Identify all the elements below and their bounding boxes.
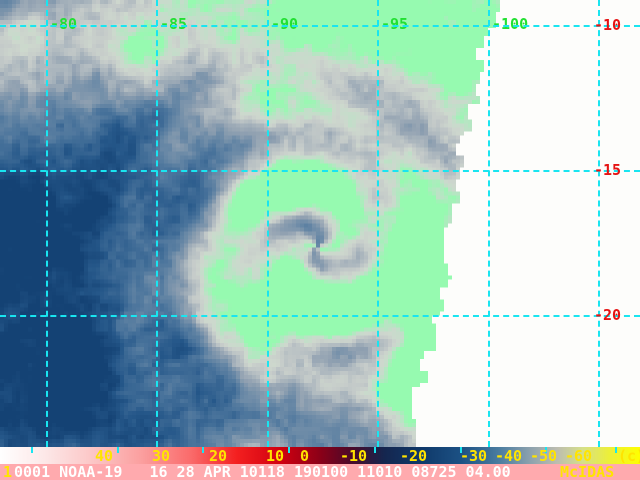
- metadata-footer: 1 0001 NOAA-19 16 28 APR 10118 190100 11…: [0, 464, 640, 480]
- colorbar-tick-3: [288, 447, 290, 453]
- colorbar-label-9: -50: [530, 447, 558, 465]
- footer-brand-label: McIDAS: [560, 463, 615, 480]
- colorbar-label-8: -40: [495, 447, 523, 465]
- colorbar-tick-1: [117, 447, 119, 453]
- color-scale-gradient: [0, 447, 640, 464]
- satellite-raster: [0, 0, 640, 447]
- colorbar-tick-5: [460, 447, 462, 453]
- colorbar-label-7: -30: [460, 447, 488, 465]
- colorbar-label-2: 20: [209, 447, 228, 465]
- colorbar-label-3: 10: [266, 447, 285, 465]
- colorbar-tick-4: [374, 447, 376, 453]
- footer-info-line: 0001 NOAA-19 16 28 APR 10118 190100 1101…: [14, 463, 511, 480]
- colorbar-label-10: -60: [565, 447, 593, 465]
- colorbar-label-1: 30: [152, 447, 171, 465]
- colorbar-tick-2: [202, 447, 204, 453]
- colorbar-tick-7: [615, 447, 617, 453]
- colorbar-unit-label: (c): [618, 447, 640, 465]
- colorbar-tick-6: [545, 447, 547, 453]
- color-scale-bar: (c) 40 30 20 10 0 -10 -20 -30 -40 -50 -60: [0, 447, 640, 464]
- footer-marker: 1: [3, 463, 13, 480]
- ir-imagery-canvas: [0, 0, 640, 447]
- colorbar-label-0: 40: [95, 447, 114, 465]
- colorbar-label-4: 0: [300, 447, 310, 465]
- colorbar-tick-0: [31, 447, 33, 453]
- colorbar-label-5: -10: [340, 447, 368, 465]
- colorbar-label-6: -20: [400, 447, 428, 465]
